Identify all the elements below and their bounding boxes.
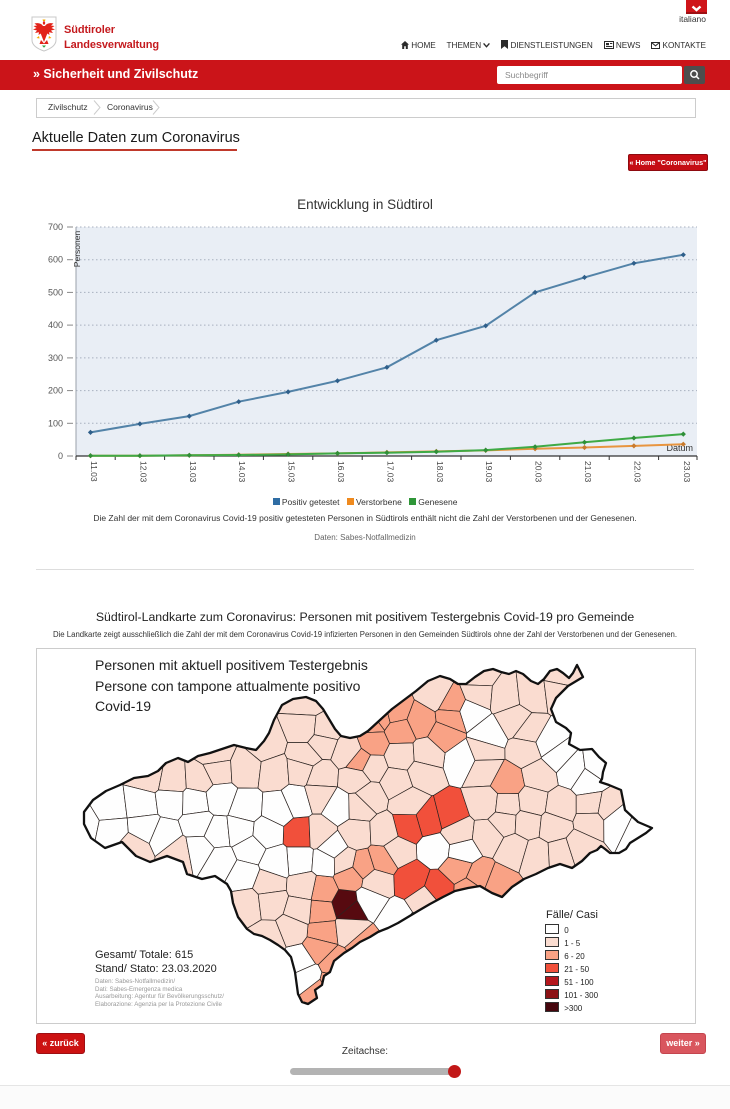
svg-text:12.03: 12.03 (138, 461, 148, 483)
svg-text:200: 200 (48, 386, 63, 396)
svg-text:19.03: 19.03 (484, 461, 494, 483)
svg-text:17.03: 17.03 (385, 461, 395, 483)
svg-text:Datum: Datum (666, 443, 693, 453)
svg-text:400: 400 (48, 320, 63, 330)
svg-text:100: 100 (48, 418, 63, 428)
svg-text:13.03: 13.03 (188, 461, 198, 483)
svg-text:Personen: Personen (72, 231, 82, 268)
svg-text:21.03: 21.03 (583, 461, 593, 483)
svg-text:15.03: 15.03 (287, 461, 297, 483)
svg-text:300: 300 (48, 353, 63, 363)
svg-text:700: 700 (48, 222, 63, 232)
svg-text:500: 500 (48, 287, 63, 297)
svg-text:22.03: 22.03 (632, 461, 642, 483)
svg-text:11.03: 11.03 (89, 461, 99, 482)
svg-text:18.03: 18.03 (435, 461, 445, 483)
svg-text:600: 600 (48, 255, 63, 265)
svg-text:16.03: 16.03 (336, 461, 346, 483)
svg-text:23.03: 23.03 (682, 461, 692, 483)
svg-text:20.03: 20.03 (534, 461, 544, 483)
svg-text:0: 0 (58, 451, 63, 461)
svg-text:14.03: 14.03 (237, 461, 247, 483)
